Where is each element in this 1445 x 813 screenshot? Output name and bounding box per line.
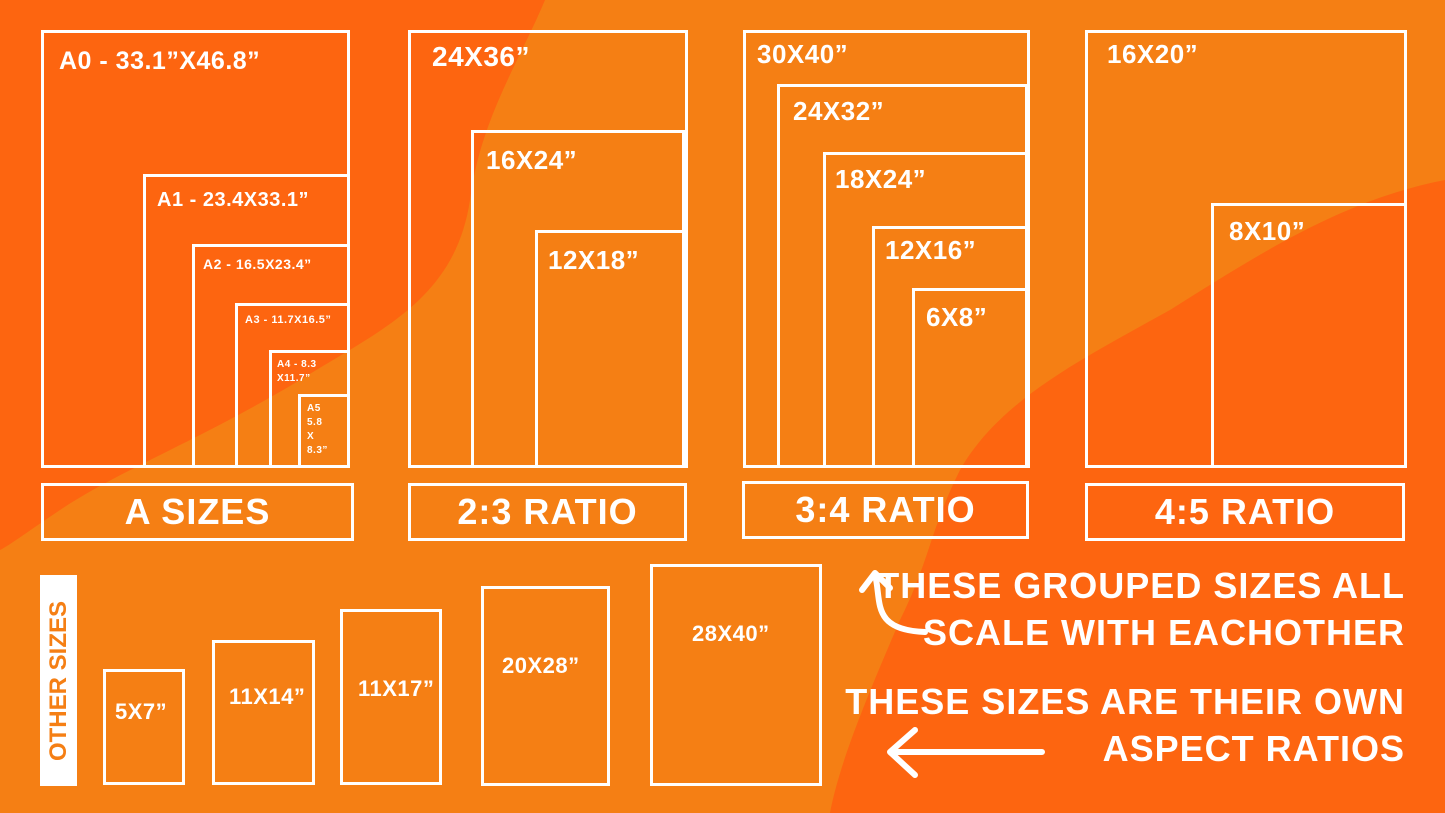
size-box-11x14: 11X14”	[212, 640, 315, 785]
size-label: 12X16”	[885, 235, 977, 265]
size-label: 16X24”	[486, 145, 578, 175]
note-line: ASPECT RATIOS	[1102, 728, 1405, 769]
size-label: A1 - 23.4X33.1”	[157, 189, 310, 211]
size-label: 18X24”	[835, 164, 927, 194]
size-label: 28X40”	[692, 621, 770, 646]
size-label: 5X7”	[115, 699, 168, 724]
note-line: THESE SIZES ARE THEIR OWN	[845, 681, 1405, 722]
size-box-12x18: 12X18”	[535, 230, 685, 468]
ratio-4-5-caption: 4:5 RATIO	[1085, 483, 1405, 541]
size-label: A0 - 33.1”X46.8”	[59, 47, 261, 75]
size-label: A2 - 16.5X23.4”	[203, 256, 312, 272]
size-box-20x28: 20X28”	[481, 586, 610, 786]
size-label: 8X10”	[1229, 216, 1306, 246]
left-arrow-icon	[887, 727, 1045, 778]
size-label: 24X32”	[793, 96, 885, 126]
other-sizes-caption-bar: OTHER SIZES	[40, 575, 77, 786]
curved-up-arrow-head	[859, 570, 893, 593]
size-label: A5 5.8 X 8.3”	[307, 403, 328, 456]
size-label: 24X36”	[432, 41, 530, 72]
size-label: 20X28”	[502, 653, 580, 678]
size-label: 12X18”	[548, 245, 640, 275]
note-grouped-sizes: THESE GROUPED SIZES ALL SCALE WITH EACHO…	[877, 562, 1405, 656]
ratio-2-3-caption: 2:3 RATIO	[408, 483, 687, 541]
note-line: SCALE WITH EACHOTHER	[923, 612, 1405, 653]
size-label: A4 - 8.3 X11.7”	[277, 359, 317, 384]
note-own-ratios: THESE SIZES ARE THEIR OWN ASPECT RATIOS	[845, 678, 1405, 772]
size-box-a5: A5 5.8 X 8.3”	[298, 394, 350, 468]
size-label: 11X17”	[358, 676, 435, 701]
a-sizes-caption: A SIZES	[41, 483, 354, 541]
size-label: 30X40”	[757, 39, 849, 69]
size-label: A3 - 11.7X16.5”	[245, 314, 332, 326]
size-label: 6X8”	[926, 302, 988, 332]
note-line: THESE GROUPED SIZES ALL	[877, 565, 1405, 606]
curved-up-arrow-icon	[872, 572, 928, 635]
size-box-24x36: 24X36”	[408, 30, 688, 468]
size-label: 11X14”	[229, 684, 306, 709]
ratio-3-4-caption: 3:4 RATIO	[742, 481, 1029, 539]
size-box-8x10: 8X10”	[1211, 203, 1407, 468]
size-box-6x8: 6X8”	[912, 288, 1028, 468]
size-box-5x7: 5X7”	[103, 669, 185, 785]
size-box-28x40: 28X40”	[650, 564, 822, 786]
size-box-11x17: 11X17”	[340, 609, 442, 785]
size-label: 16X20”	[1107, 39, 1199, 69]
